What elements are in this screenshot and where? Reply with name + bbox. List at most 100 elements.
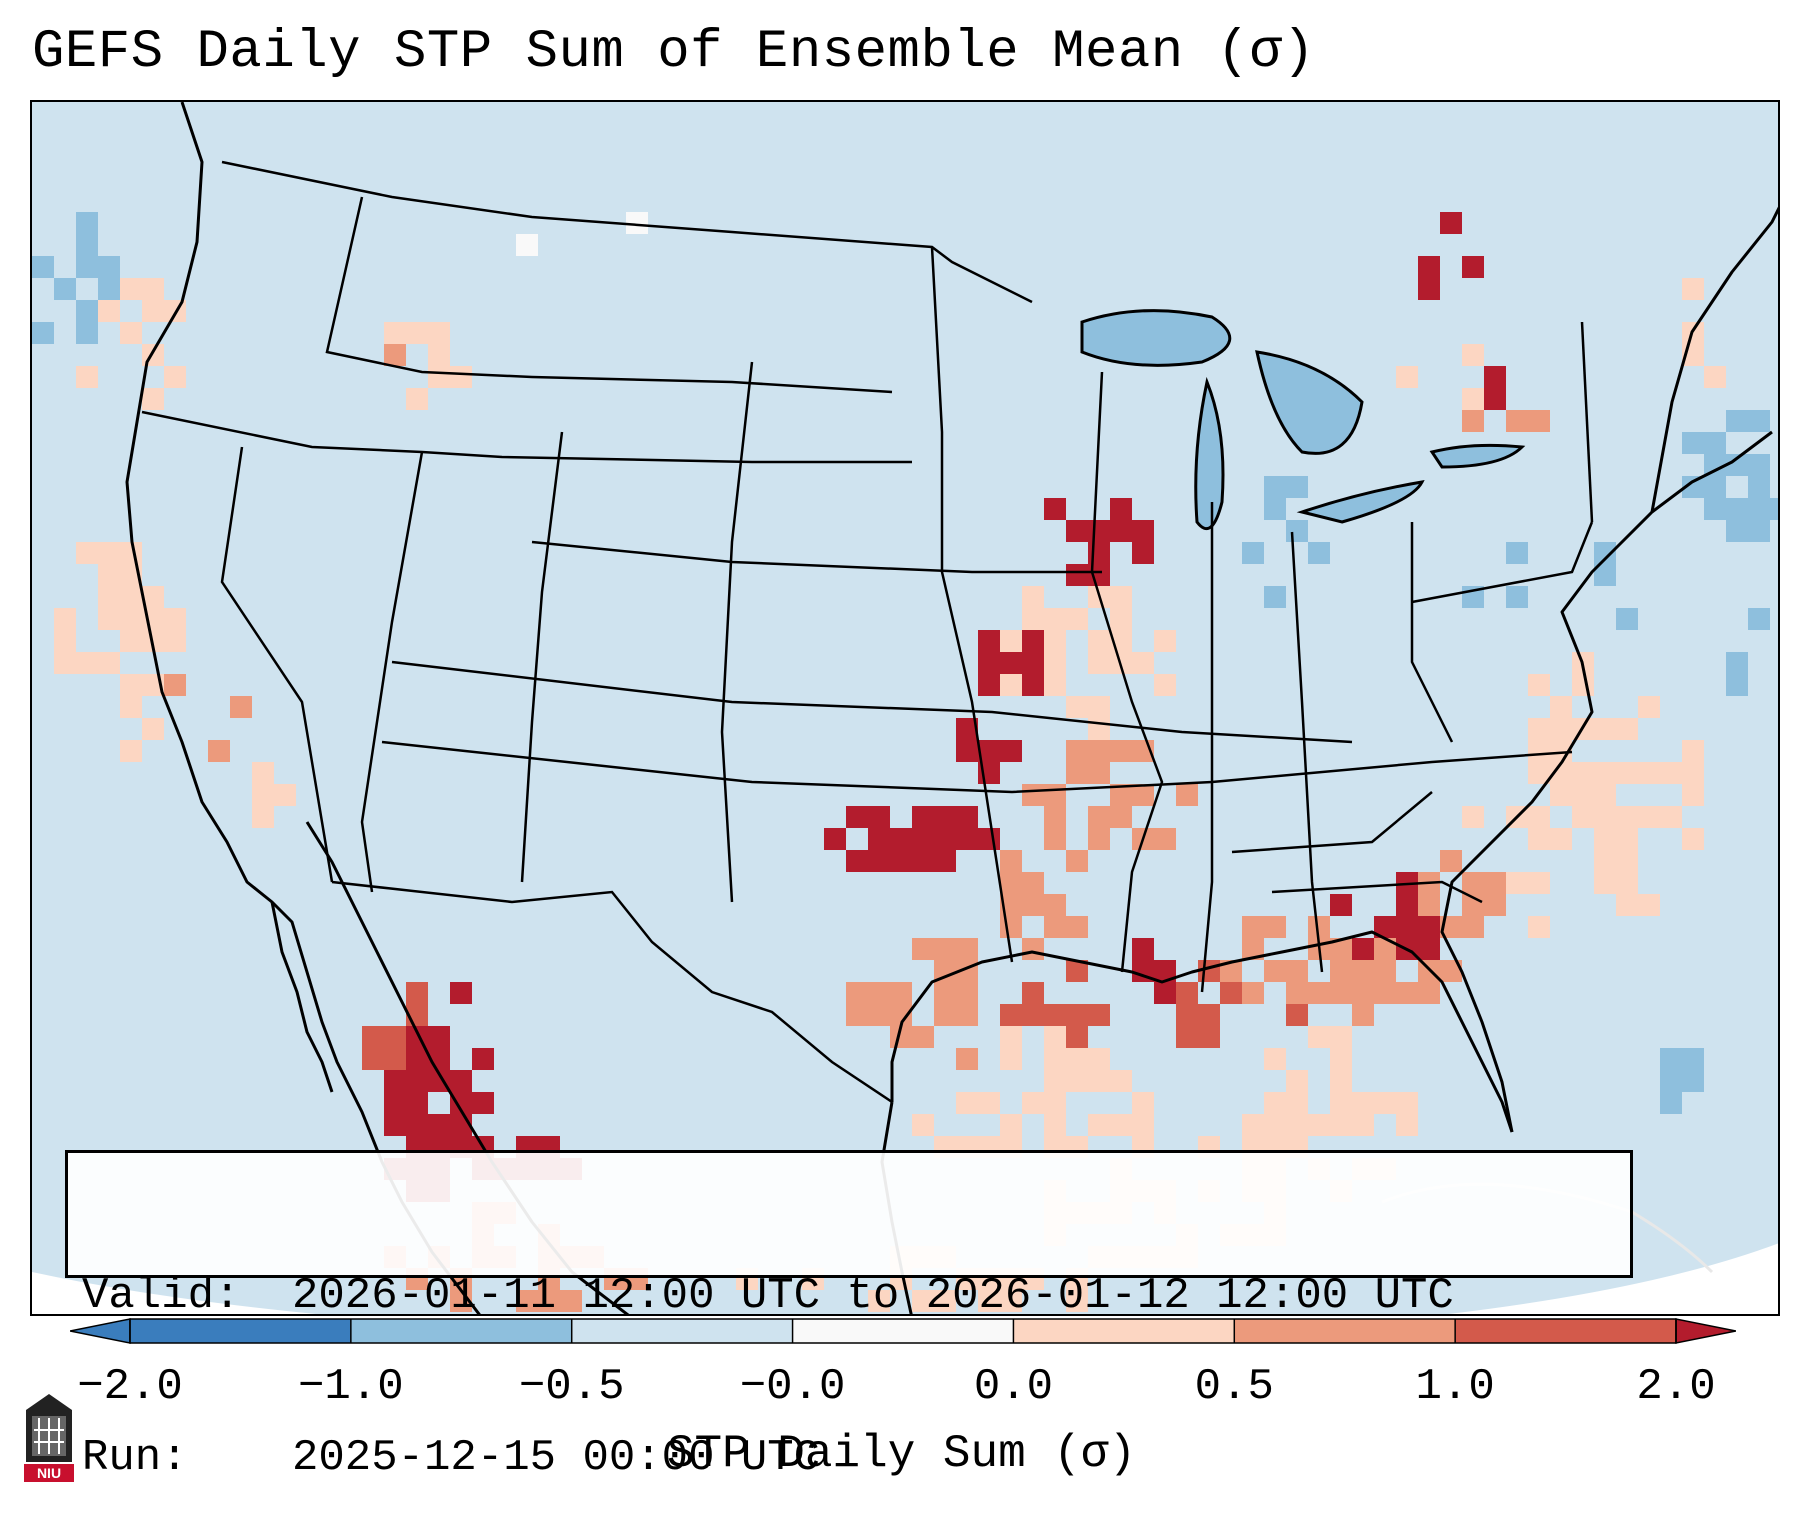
anomaly-cell <box>1022 784 1044 806</box>
anomaly-cell <box>1110 586 1132 608</box>
colorbar-segment <box>350 1319 572 1343</box>
anomaly-cell <box>1044 608 1066 630</box>
anomaly-cell <box>406 1048 428 1070</box>
anomaly-cell <box>1066 608 1088 630</box>
anomaly-cell <box>934 850 956 872</box>
anomaly-cell <box>1352 938 1374 960</box>
anomaly-cell <box>1132 542 1154 564</box>
anomaly-cell <box>538 1290 560 1312</box>
lake-erie <box>1296 480 1425 524</box>
mid-north-south-2 <box>930 246 1014 963</box>
anomaly-cell <box>846 806 868 828</box>
anomaly-cell <box>1374 960 1396 982</box>
anomaly-cell <box>1528 828 1550 850</box>
anomaly-cell <box>1176 1026 1198 1048</box>
anomaly-cell <box>846 1004 868 1026</box>
anomaly-cell <box>1462 916 1484 938</box>
anomaly-cell <box>1594 542 1616 564</box>
anomaly-cell <box>1770 498 1778 520</box>
anomaly-cell <box>1044 894 1066 916</box>
anomaly-cell <box>1594 784 1616 806</box>
anomaly-cell <box>1440 212 1462 234</box>
anomaly-cell <box>1000 1004 1022 1026</box>
anomaly-cell <box>868 982 890 1004</box>
anomaly-cell <box>1000 1290 1022 1312</box>
anomaly-cell <box>120 322 142 344</box>
anomaly-cell <box>1264 586 1286 608</box>
anomaly-cell <box>1088 542 1110 564</box>
anomaly-cell <box>956 982 978 1004</box>
anomaly-cell <box>1132 784 1154 806</box>
anomaly-cell <box>1330 894 1352 916</box>
map-svg <box>32 102 1778 1314</box>
anomaly-cell <box>1088 1004 1110 1026</box>
anomaly-cell <box>1726 674 1748 696</box>
anomaly-cell <box>252 806 274 828</box>
anomaly-cell <box>450 982 472 1004</box>
anomaly-cell <box>1660 1070 1682 1092</box>
anomaly-cell <box>1242 916 1264 938</box>
anomaly-cell <box>1352 1114 1374 1136</box>
anomaly-cell <box>1528 410 1550 432</box>
anomaly-cell <box>1110 806 1132 828</box>
anomaly-cell <box>1352 982 1374 1004</box>
anomaly-cell <box>1484 872 1506 894</box>
ohio-georgia-line <box>1290 531 1324 973</box>
anomaly-cell <box>120 608 142 630</box>
anomaly-cell <box>252 762 274 784</box>
anomaly-cell <box>120 630 142 652</box>
anomaly-cell <box>956 938 978 960</box>
anomaly-cell <box>1000 630 1022 652</box>
anomaly-cell <box>1660 1048 1682 1070</box>
nevada-border <box>220 446 334 883</box>
anomaly-cell <box>54 652 76 674</box>
anomaly-cell <box>1418 256 1440 278</box>
anomaly-cell <box>1132 652 1154 674</box>
anomaly-cell <box>1044 1092 1066 1114</box>
anomaly-cell <box>1264 1092 1286 1114</box>
anomaly-cell <box>406 1070 428 1092</box>
anomaly-cell <box>978 1290 1000 1312</box>
anomaly-cell <box>1066 1026 1088 1048</box>
anomaly-cell <box>868 806 890 828</box>
anomaly-cell <box>1638 762 1660 784</box>
anomaly-cell <box>1748 454 1770 476</box>
anomaly-cell <box>1022 872 1044 894</box>
mid-atlantic <box>1411 521 1594 604</box>
anomaly-cell <box>1000 1026 1022 1048</box>
baja-peninsula <box>270 901 334 1093</box>
anomaly-cell <box>1242 938 1264 960</box>
utah-west <box>360 451 424 893</box>
anomaly-cell <box>1286 1092 1308 1114</box>
anomaly-cell <box>1330 1092 1352 1114</box>
anomaly-cell <box>1000 916 1022 938</box>
colorado-west <box>520 431 564 883</box>
anomaly-cell <box>76 212 98 234</box>
anomaly-cell <box>1022 630 1044 652</box>
anomaly-cell <box>1154 982 1176 1004</box>
anomaly-cell <box>912 1026 934 1048</box>
anomaly-cell <box>1616 872 1638 894</box>
anomaly-cell <box>1022 608 1044 630</box>
valid-run-info-box: Valid: 2026-01-11 12:00 UTC to 2026-01-12… <box>65 1150 1633 1483</box>
anomaly-cell <box>1000 674 1022 696</box>
anomaly-cell <box>1396 916 1418 938</box>
anomaly-cell <box>1022 938 1044 960</box>
anomaly-cell <box>1044 1004 1066 1026</box>
anomaly-cell <box>1154 960 1176 982</box>
off-domain-region <box>32 1243 1778 1314</box>
anomaly-cell <box>1088 520 1110 542</box>
indiana-alabama-line <box>1200 502 1214 993</box>
anomaly-cell <box>1264 916 1286 938</box>
anomaly-cell <box>32 322 54 344</box>
anomaly-cell <box>1088 696 1110 718</box>
anomaly-cell <box>1616 828 1638 850</box>
anomaly-cell <box>1000 652 1022 674</box>
anomaly-cell <box>1022 652 1044 674</box>
anomaly-cell <box>164 630 186 652</box>
anomaly-cell <box>1088 1070 1110 1092</box>
map-panel[interactable] <box>30 100 1780 1316</box>
colorbar-label: STP Daily Sum (σ) <box>666 1428 1137 1480</box>
anomaly-cell <box>516 1290 538 1312</box>
anomaly-cell <box>1132 938 1154 960</box>
